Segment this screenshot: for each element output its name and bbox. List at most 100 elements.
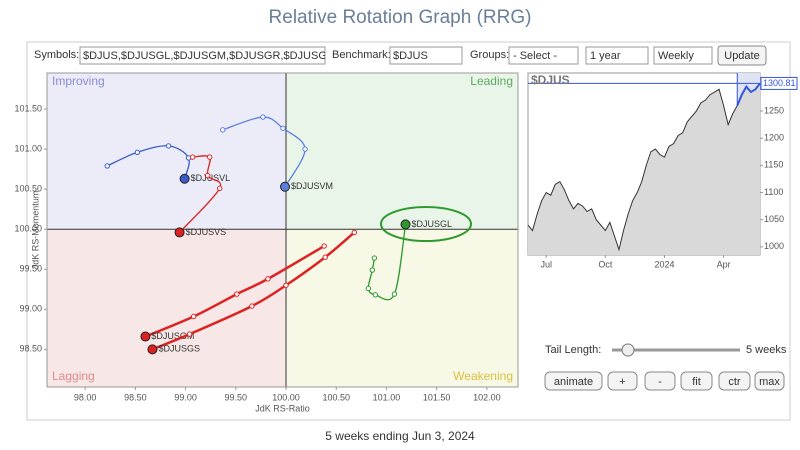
last-price-label: 1300.81 [763, 78, 796, 88]
x-tick-label: 99.50 [225, 392, 248, 402]
y-tick-label: 1000 [764, 241, 784, 251]
control-button[interactable] [754, 371, 785, 391]
tail-point [206, 154, 213, 160]
footer: 5 weeks ending Jun 3, 2024 [325, 429, 475, 443]
y-tick-label: 1050 [764, 214, 784, 224]
x-tick-label: 101.50 [423, 392, 451, 402]
period-value: 1 year [590, 50, 621, 62]
x-tick-label: 98.50 [124, 392, 147, 402]
interval-value: Weekly [658, 50, 694, 62]
tail-point [372, 292, 379, 298]
tail-point [371, 255, 378, 261]
last-price-box [760, 76, 798, 90]
groups-label: Groups: [470, 49, 509, 61]
symbols-clip: $DJUS,$DJUSGL,$DJUSGM,$DJUSGR,$DJUSGS [83, 50, 325, 62]
tail-point [165, 143, 172, 149]
head-point[interactable] [179, 173, 190, 184]
period-select[interactable] [585, 46, 649, 65]
interval-select[interactable] [653, 46, 713, 65]
benchmark-value: $DJUS [393, 50, 428, 62]
tail-point [260, 114, 266, 120]
slider-knob[interactable] [621, 343, 635, 357]
update-button[interactable] [717, 45, 767, 66]
benchmark-input[interactable] [389, 46, 463, 65]
x-axis-label: JdK RS-Ratio [255, 403, 310, 413]
page-title: Relative Rotation Graph (RRG) [269, 7, 532, 28]
tail-length-value: 5 weeks [746, 344, 787, 356]
head-point[interactable] [280, 181, 291, 192]
tail-point [391, 291, 398, 297]
y-tick-label: 101.00 [14, 143, 42, 153]
tail-point [189, 154, 196, 160]
control-button[interactable] [718, 371, 751, 391]
tail-point [190, 313, 197, 320]
head-point[interactable] [147, 344, 158, 355]
tail-point [283, 282, 289, 288]
quadrant-label: Leading [470, 74, 513, 88]
tail-point [369, 267, 376, 273]
control-label: fit [692, 376, 701, 388]
control-label: - [658, 376, 662, 388]
tail-point [134, 149, 141, 156]
x-tick-label: 100.50 [322, 392, 350, 402]
quadrant [47, 73, 287, 230]
tail-point [186, 331, 193, 337]
head-point[interactable] [400, 219, 411, 230]
head-point[interactable] [140, 331, 151, 342]
benchmark-label: Benchmark: [332, 49, 391, 61]
series-label: $DJUSGM [151, 331, 194, 341]
groups-select[interactable] [508, 46, 579, 65]
y-tick-label: 99.00 [19, 304, 42, 314]
tail-point [321, 243, 327, 249]
control-label: + [619, 376, 625, 388]
x-tick-label: Jul [540, 259, 552, 269]
y-tick-label: 98.50 [19, 344, 42, 354]
price-tail [736, 82, 761, 106]
x-tick-label: 102.00 [473, 392, 501, 402]
y-tick-label: 100.00 [14, 224, 42, 234]
y-tick-label: 1150 [764, 160, 783, 170]
series-label: $DJUSGL [412, 219, 453, 229]
control-button[interactable] [644, 371, 676, 391]
update-label: Update [724, 50, 759, 62]
control-button[interactable] [544, 371, 603, 391]
x-tick-label: 99.00 [174, 392, 197, 402]
groups-value: - Select - [513, 50, 557, 62]
y-tick-label: 1200 [764, 133, 784, 143]
price-title: $DJUS [531, 73, 570, 87]
tail-point [302, 146, 308, 152]
rrg-chart: Improving Leading Lagging Weakening 98.00 98.… [14, 72, 519, 413]
x-tick-label: Apr [717, 259, 731, 269]
tail-point [249, 303, 255, 309]
tail-point [351, 229, 358, 236]
symbols-label: Symbols: [34, 49, 79, 61]
tail-point [220, 127, 226, 133]
y-tick-label: 1250 [764, 105, 784, 115]
series-label: $DJUSVM [291, 181, 333, 191]
x-tick-label: Oct [598, 259, 613, 269]
tail-point [234, 291, 240, 297]
y-axis-label: JdK RS-Momentum [30, 191, 40, 270]
buttons: animate + - fit ctr max [544, 371, 785, 391]
price-area [528, 83, 760, 255]
control-button[interactable] [680, 371, 713, 391]
y-tick-label: 99.50 [19, 264, 42, 274]
y-tick-label: 101.50 [14, 103, 42, 113]
control-label: ctr [728, 376, 741, 388]
x-tick-label: 101.00 [373, 392, 401, 402]
y-tick-label: 100.50 [14, 184, 42, 194]
tail-point [204, 172, 211, 179]
quadrant-label: Weakening [453, 369, 513, 383]
y-tick-label: 1100 [764, 187, 783, 197]
control-button[interactable] [607, 371, 638, 391]
panel [26, 41, 791, 421]
symbols-input[interactable] [79, 46, 326, 65]
tail-point [365, 285, 372, 292]
control-label: animate [554, 376, 593, 388]
x-tick-label: 2024 [654, 259, 674, 269]
tail-point [322, 254, 328, 260]
highlight [380, 206, 472, 242]
head-point[interactable] [174, 227, 185, 238]
tail [151, 231, 356, 351]
